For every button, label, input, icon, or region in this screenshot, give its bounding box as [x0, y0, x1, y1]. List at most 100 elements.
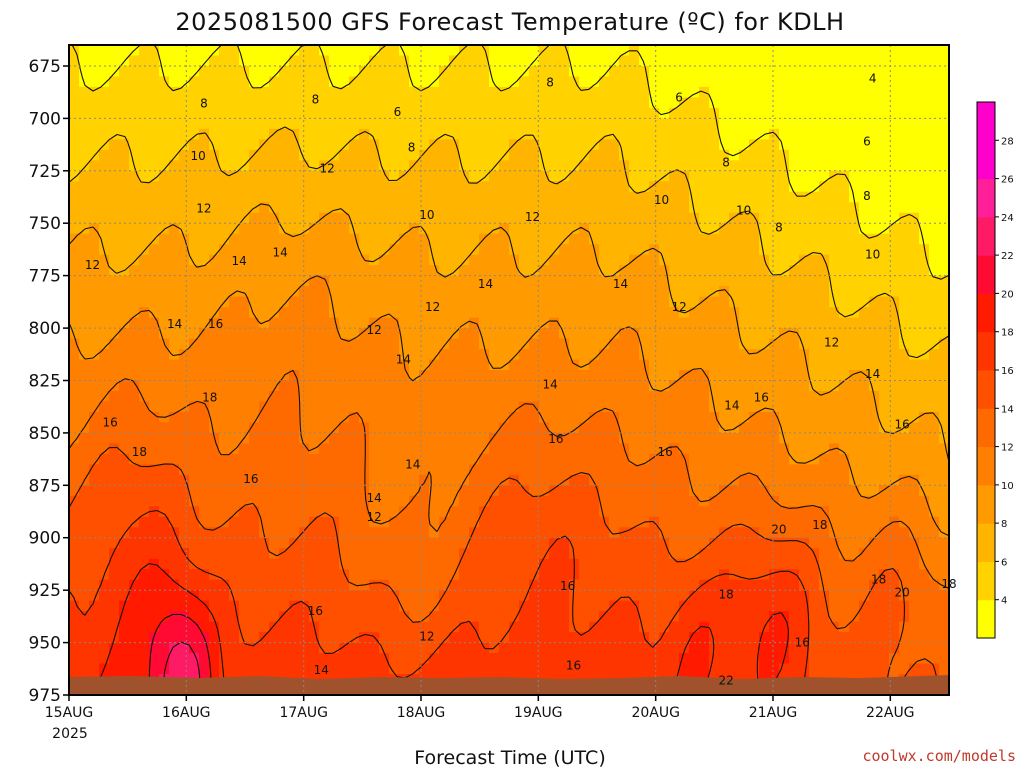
temperature-cell	[559, 506, 570, 518]
temperature-cell	[269, 516, 280, 528]
temperature-cell	[449, 191, 460, 203]
temperature-cell	[69, 307, 80, 319]
temperature-cell	[779, 160, 790, 172]
temperature-cell	[299, 432, 310, 444]
temperature-cell	[749, 548, 760, 560]
temperature-cell	[409, 390, 420, 403]
temperature-cell	[389, 485, 400, 497]
temperature-cell	[739, 338, 750, 350]
temperature-cell	[489, 432, 500, 444]
temperature-cell	[799, 149, 810, 161]
temperature-cell	[259, 307, 270, 319]
temperature-cell	[289, 286, 300, 298]
temperature-cell	[459, 527, 470, 539]
temperature-cell	[589, 506, 600, 518]
temperature-cell	[319, 191, 330, 203]
temperature-cell	[489, 453, 500, 465]
temperature-cell	[809, 621, 820, 633]
temperature-cell	[859, 244, 870, 256]
temperature-cell	[289, 411, 300, 424]
temperature-cell	[839, 97, 850, 109]
temperature-cell	[309, 579, 320, 591]
temperature-cell	[89, 642, 100, 654]
temperature-cell	[709, 254, 720, 266]
temperature-cell	[439, 139, 450, 151]
temperature-cell	[229, 181, 240, 193]
temperature-cell	[209, 359, 220, 371]
temperature-cell	[419, 202, 430, 214]
temperature-cell	[229, 212, 240, 224]
temperature-cell	[469, 537, 480, 549]
temperature-cell	[749, 244, 760, 256]
temperature-cell	[499, 223, 510, 235]
temperature-cell	[279, 55, 290, 67]
temperature-cell	[139, 443, 150, 455]
temperature-cell	[589, 181, 600, 193]
temperature-cell	[179, 642, 190, 654]
temperature-cell	[249, 233, 260, 245]
temperature-cell	[149, 307, 160, 319]
temperature-cell	[549, 223, 560, 235]
temperature-cell	[589, 202, 600, 214]
temperature-cell	[789, 411, 800, 424]
temperature-cell	[249, 191, 260, 203]
temperature-cell	[249, 569, 260, 581]
temperature-cell	[119, 590, 130, 602]
temperature-cell	[729, 65, 740, 78]
temperature-cell	[99, 170, 110, 182]
temperature-cell	[459, 579, 470, 591]
temperature-cell	[339, 569, 350, 581]
temperature-cell	[629, 495, 640, 507]
temperature-cell	[539, 642, 550, 654]
temperature-cell	[419, 370, 430, 382]
temperature-cell	[729, 296, 740, 308]
temperature-cell	[789, 443, 800, 455]
temperature-cell	[789, 537, 800, 549]
temperature-cell	[129, 233, 140, 245]
temperature-cell	[509, 579, 520, 591]
temperature-cell	[469, 307, 480, 319]
temperature-cell	[329, 621, 340, 633]
temperature-cell	[229, 118, 240, 130]
temperature-cell	[809, 55, 820, 67]
temperature-cell	[599, 401, 610, 413]
temperature-cell	[609, 370, 620, 382]
temperature-cell	[439, 191, 450, 203]
temperature-cell	[719, 632, 730, 644]
temperature-cell	[799, 474, 810, 486]
temperature-cell	[699, 474, 710, 486]
temperature-cell	[429, 65, 440, 78]
temperature-cell	[499, 370, 510, 382]
temperature-cell	[429, 149, 440, 161]
temperature-cell	[809, 411, 820, 424]
temperature-cell	[359, 296, 370, 308]
temperature-cell	[199, 558, 210, 570]
temperature-cell	[719, 464, 730, 476]
temperature-cell	[159, 86, 170, 99]
temperature-cell	[369, 422, 380, 434]
temperature-cell	[659, 506, 670, 518]
temperature-cell	[639, 139, 650, 151]
temperature-cell	[79, 653, 90, 665]
temperature-cell	[209, 149, 220, 161]
temperature-cell	[469, 653, 480, 665]
temperature-cell	[579, 55, 590, 67]
temperature-cell	[149, 286, 160, 298]
temperature-cell	[749, 390, 760, 403]
temperature-cell	[389, 370, 400, 382]
temperature-cell	[129, 55, 140, 67]
temperature-cell	[569, 527, 580, 539]
temperature-cell	[619, 338, 630, 350]
temperature-cell	[309, 495, 320, 507]
temperature-cell	[219, 611, 230, 623]
temperature-cell	[419, 401, 430, 413]
temperature-cell	[399, 338, 410, 350]
temperature-cell	[769, 233, 780, 245]
temperature-cell	[249, 286, 260, 298]
temperature-cell	[109, 600, 120, 612]
temperature-cell	[319, 76, 330, 88]
temperature-cell	[139, 506, 150, 518]
temperature-cell	[759, 411, 770, 424]
temperature-cell	[269, 611, 280, 623]
temperature-cell	[79, 590, 90, 602]
